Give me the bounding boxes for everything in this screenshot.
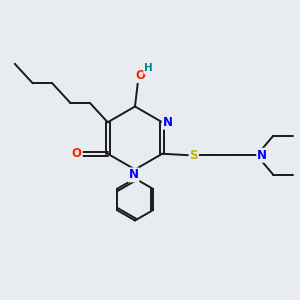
Text: N: N [128, 168, 139, 182]
Text: N: N [257, 149, 267, 162]
Text: O: O [72, 147, 82, 160]
Text: S: S [190, 149, 198, 162]
Text: H: H [144, 63, 153, 74]
Text: N: N [163, 116, 173, 129]
Text: O: O [135, 69, 145, 82]
